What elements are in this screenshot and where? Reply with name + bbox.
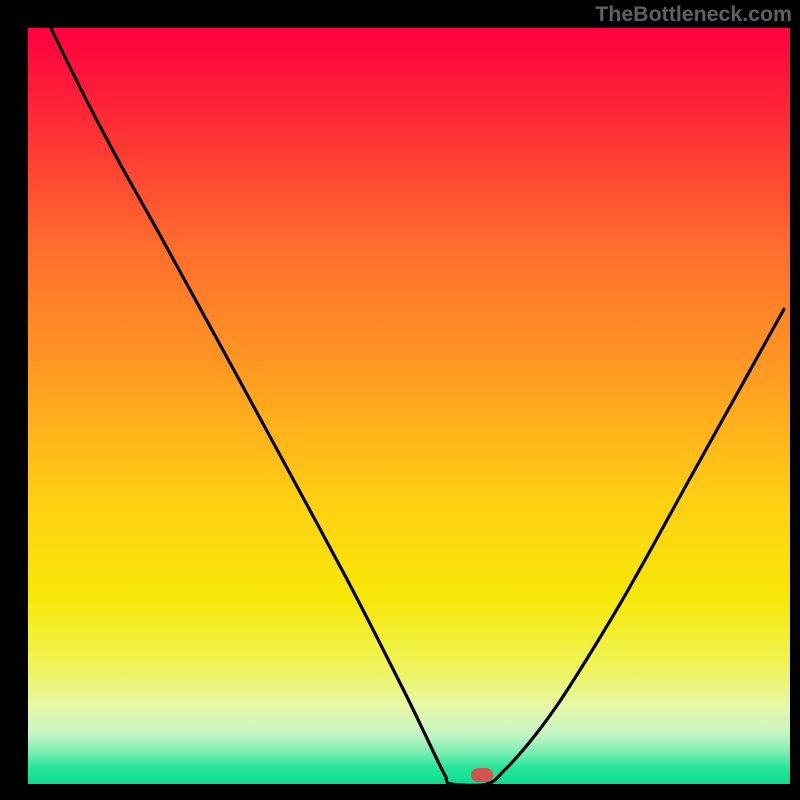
plot-bottom-black-bar bbox=[28, 784, 790, 790]
stage: { "meta": { "watermark_text": "TheBottle… bbox=[0, 0, 800, 800]
minimum-marker bbox=[471, 768, 493, 782]
gradient-plot-area bbox=[28, 28, 790, 790]
